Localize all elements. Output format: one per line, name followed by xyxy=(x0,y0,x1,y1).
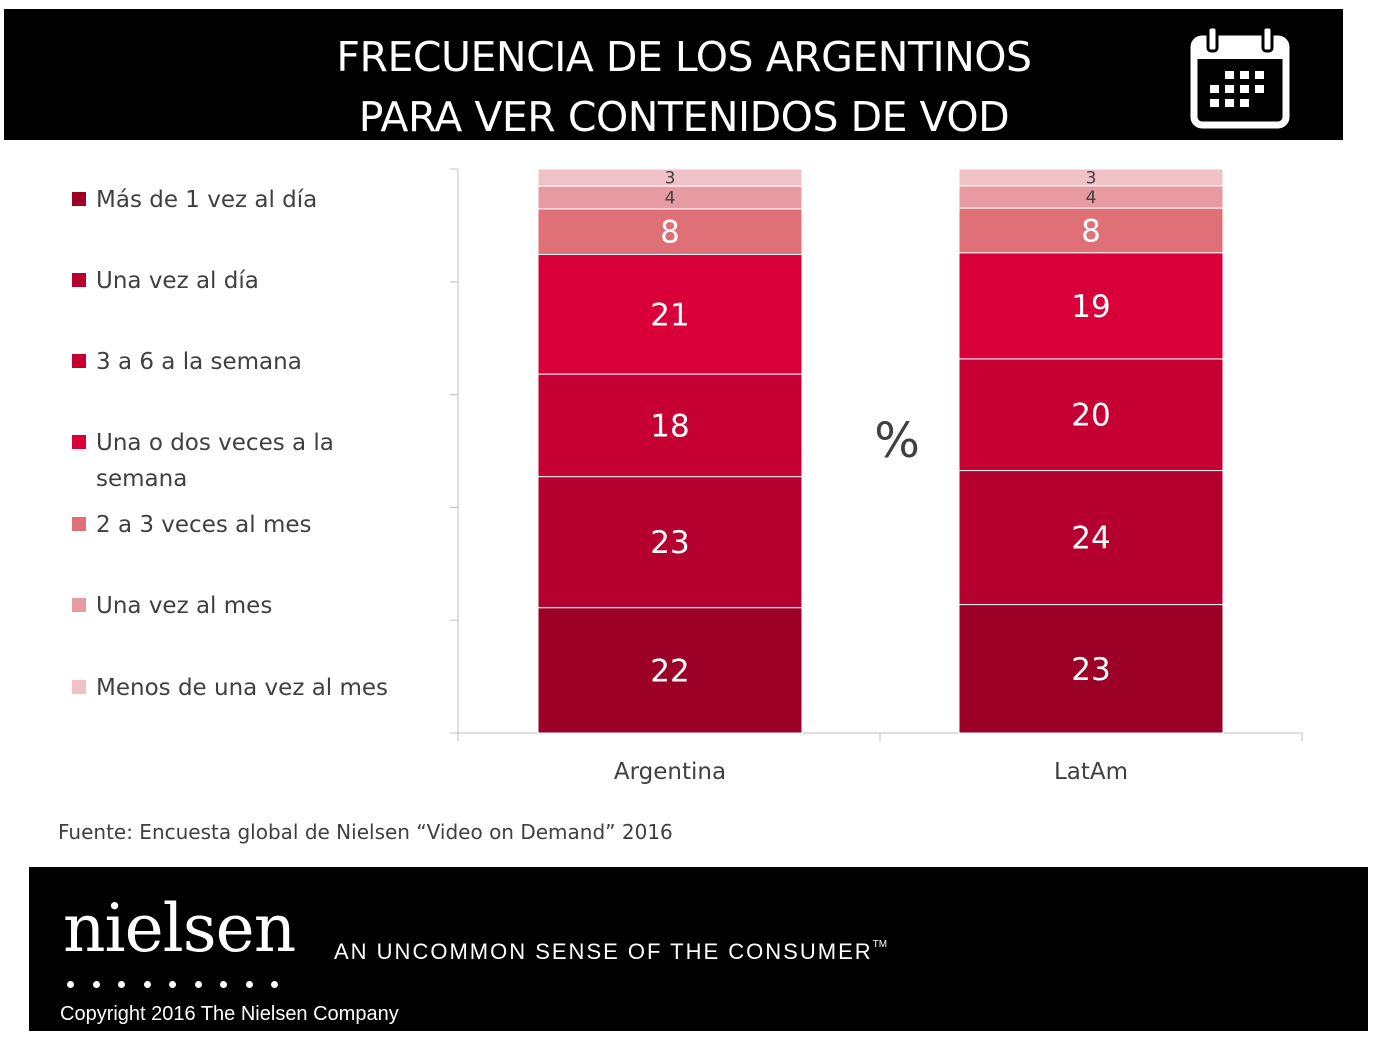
legend-label: Una vez al día xyxy=(96,268,259,294)
title-line-2: PARA VER CONTENIDOS DE VOD xyxy=(358,93,1010,141)
bar-segment xyxy=(537,168,803,187)
bar-segment xyxy=(958,207,1224,254)
bar-segment xyxy=(537,476,803,609)
trademark-mark: TM xyxy=(872,939,888,950)
legend-swatch xyxy=(72,192,86,206)
bar-segment xyxy=(958,604,1224,734)
bar-segment xyxy=(958,252,1224,360)
data-label: 4 xyxy=(1086,188,1097,208)
data-label: 23 xyxy=(650,525,689,561)
data-label: 19 xyxy=(1071,289,1110,325)
legend-label: 3 a 6 a la semana xyxy=(96,349,302,375)
bar-segment xyxy=(537,373,803,478)
bar-segment xyxy=(958,358,1224,472)
data-label: 18 xyxy=(650,408,689,444)
data-label: 21 xyxy=(650,297,689,333)
bar-segment xyxy=(958,168,1224,187)
legend-label: Menos de una vez al mes xyxy=(96,675,389,701)
logo-dots xyxy=(67,973,297,988)
tagline: AN UNCOMMON SENSE OF THE CONSUMERTM xyxy=(334,939,887,965)
header-banner: FRECUENCIA DE LOS ARGENTINOS PARA VER CO… xyxy=(4,9,1343,141)
legend-swatch xyxy=(72,273,86,287)
legend-swatch xyxy=(72,680,86,694)
calendar-icon xyxy=(1190,25,1290,129)
legend-swatch xyxy=(72,435,86,449)
tagline-text: AN UNCOMMON SENSE OF THE CONSUMER xyxy=(334,939,873,964)
category-label: LatAm xyxy=(1054,759,1128,785)
legend-swatch xyxy=(72,517,86,531)
data-label: 20 xyxy=(1071,398,1110,434)
unit-label: % xyxy=(874,413,920,469)
source-note: Fuente: Encuesta global de Nielsen “Vide… xyxy=(58,820,673,844)
legend-label: Una o dos veces a la semana xyxy=(96,430,334,492)
data-label: 3 xyxy=(1086,168,1097,188)
data-label: 22 xyxy=(650,653,689,689)
legend-swatch xyxy=(72,354,86,368)
data-label: 8 xyxy=(1081,213,1101,249)
footer-banner: nielsen AN UNCOMMON SENSE OF THE CONSUME… xyxy=(29,867,1368,1031)
copyright: Copyright 2016 The Nielsen Company xyxy=(60,1003,399,1025)
legend-swatch xyxy=(72,598,86,612)
legend-label: 2 a 3 veces al mes xyxy=(96,512,312,538)
data-label: 4 xyxy=(665,188,676,208)
category-label: Argentina xyxy=(614,759,726,785)
data-label: 8 xyxy=(660,215,680,251)
data-label: 24 xyxy=(1071,521,1110,557)
data-label: 23 xyxy=(1071,652,1110,688)
bar-segment xyxy=(537,607,803,734)
legend-label: Una vez al mes xyxy=(96,593,273,619)
bar-segment xyxy=(537,208,803,255)
data-label: 3 xyxy=(665,169,676,189)
bar-segment xyxy=(537,253,803,375)
page-title: FRECUENCIA DE LOS ARGENTINOS PARA VER CO… xyxy=(4,27,1364,147)
bar-segment xyxy=(958,470,1224,606)
title-line-1: FRECUENCIA DE LOS ARGENTINOS xyxy=(336,33,1032,81)
nielsen-logo: nielsen xyxy=(63,890,296,967)
legend-label: Más de 1 vez al día xyxy=(96,187,318,213)
